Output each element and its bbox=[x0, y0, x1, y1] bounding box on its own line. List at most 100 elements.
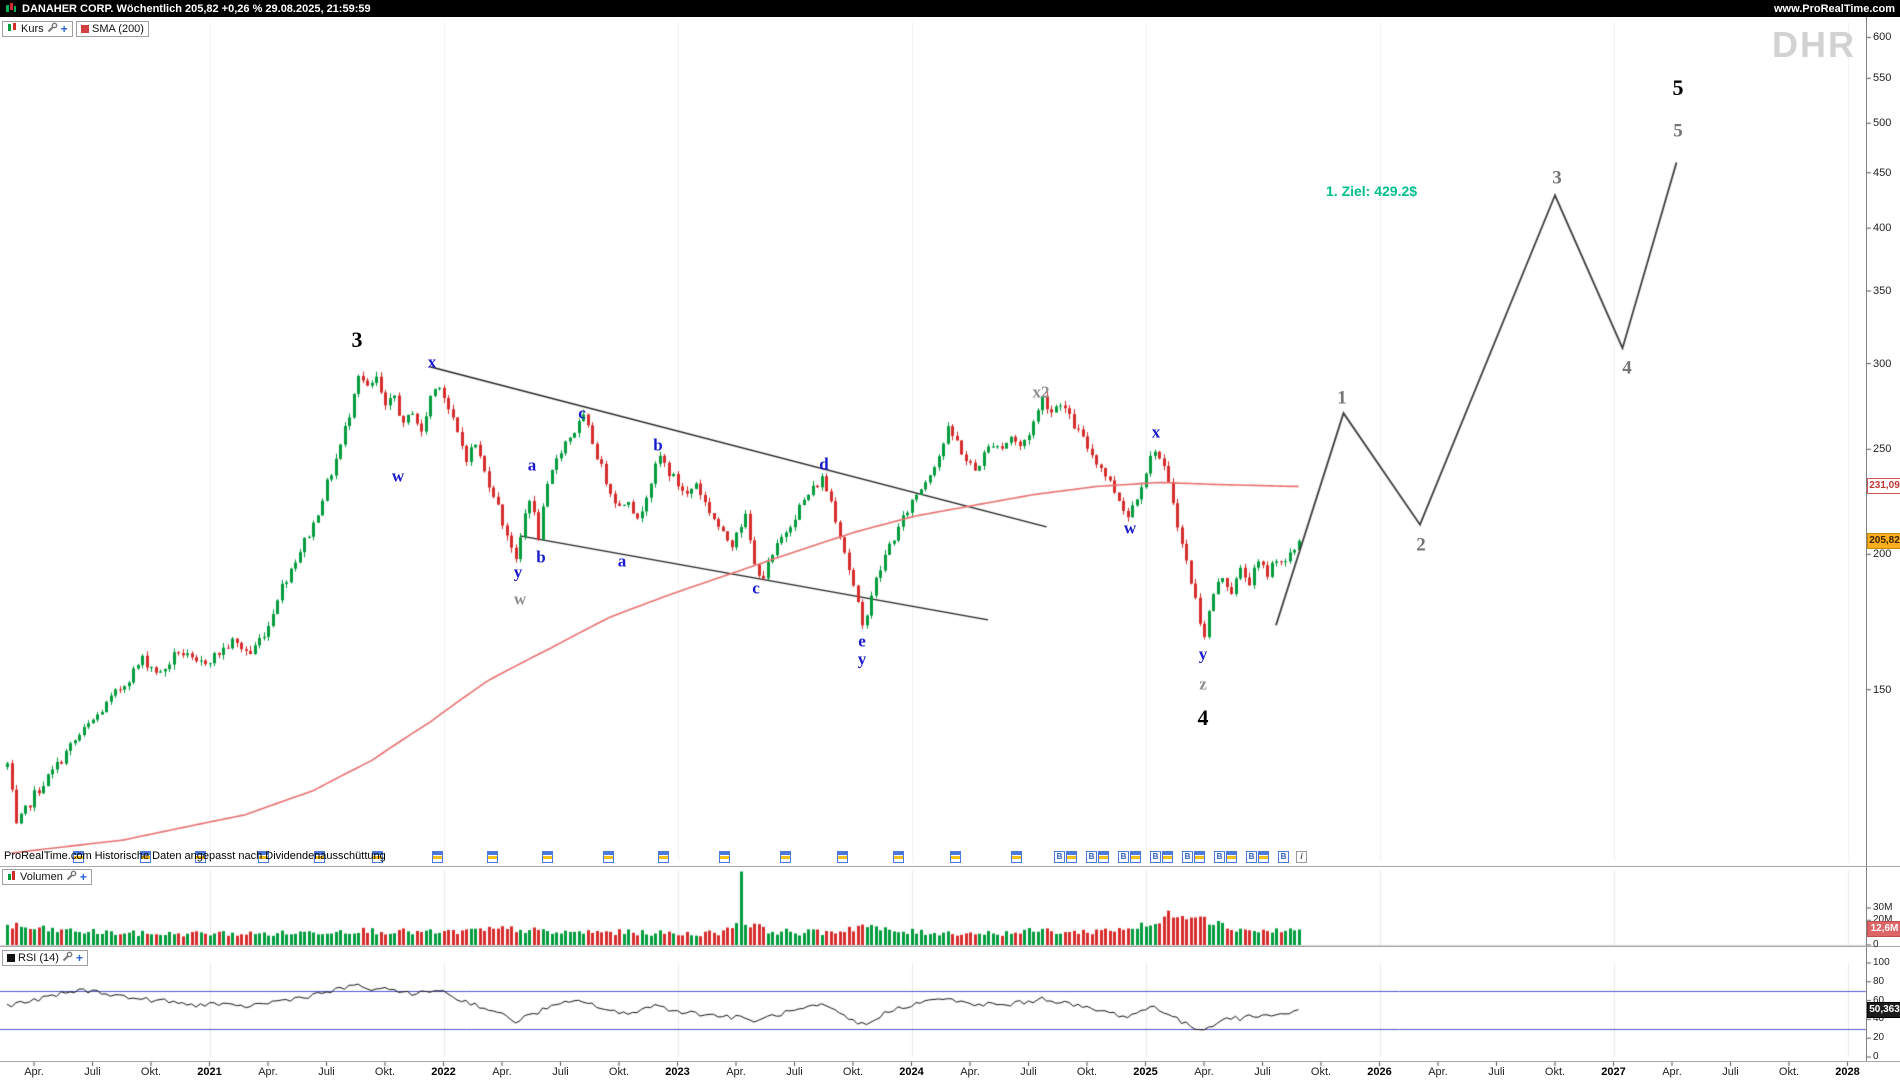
event-icon-calendar[interactable] bbox=[1258, 851, 1269, 863]
event-icon-calendar[interactable] bbox=[603, 851, 614, 863]
event-icon-calendar[interactable] bbox=[1011, 851, 1022, 863]
event-icon-calendar[interactable] bbox=[719, 851, 730, 863]
rsi-tick-40: 40 bbox=[1873, 1013, 1885, 1025]
wrench-icon[interactable] bbox=[62, 951, 73, 965]
wave-label-x2[interactable]: x2 bbox=[1032, 382, 1050, 402]
wave-label-z[interactable]: z bbox=[1199, 674, 1207, 694]
time-label-Okt.: Okt. bbox=[140, 1066, 162, 1078]
event-icon-calendar[interactable] bbox=[1098, 851, 1109, 863]
time-label-Juli: Juli bbox=[786, 1066, 803, 1078]
event-icon-calendar[interactable] bbox=[658, 851, 669, 863]
time-label-Okt.: Okt. bbox=[374, 1066, 396, 1078]
event-icon-calendar[interactable] bbox=[432, 851, 443, 863]
volume-tick-0: 0 bbox=[1873, 939, 1879, 950]
add-indicator-icon[interactable]: + bbox=[75, 951, 83, 965]
wave-label-a[interactable]: a bbox=[527, 455, 537, 475]
candlestick-logo-icon bbox=[5, 2, 17, 16]
wrench-icon[interactable] bbox=[66, 870, 77, 884]
event-icon-calendar[interactable] bbox=[258, 851, 269, 863]
data-adjustment-note: ProRealTime.com Historische Daten angepa… bbox=[4, 850, 386, 862]
wave-label-c[interactable]: c bbox=[752, 578, 760, 598]
info-icon[interactable]: i bbox=[1296, 851, 1307, 863]
event-icon-calendar[interactable] bbox=[1162, 851, 1173, 863]
wave-label-a[interactable]: a bbox=[617, 551, 627, 571]
wave-label-w[interactable]: w bbox=[513, 589, 527, 609]
price-tick-150: 150 bbox=[1873, 683, 1892, 696]
event-icon-calendar[interactable] bbox=[542, 851, 553, 863]
time-label-Juli: Juli bbox=[1020, 1066, 1037, 1078]
price-settings-chip[interactable]: Kurs + bbox=[2, 21, 73, 37]
volume-indicator-chip[interactable]: Volumen + bbox=[2, 869, 92, 885]
price-axis-line bbox=[1866, 17, 1867, 1061]
event-icon-calendar[interactable] bbox=[1066, 851, 1077, 863]
rsi-value-badge: 50,363 bbox=[1867, 1001, 1900, 1018]
sma-indicator-chip[interactable]: SMA (200) bbox=[76, 21, 149, 37]
event-icon-calendar[interactable] bbox=[1194, 851, 1205, 863]
wave-label-w[interactable]: w bbox=[391, 466, 405, 486]
volume-chip-label: Volumen bbox=[20, 871, 63, 883]
event-icon-calendar[interactable] bbox=[372, 851, 383, 863]
wave-label-3[interactable]: 3 bbox=[1552, 167, 1562, 189]
event-icon-calendar[interactable] bbox=[140, 851, 151, 863]
wave-label-b[interactable]: b bbox=[536, 547, 546, 567]
event-icon-calendar[interactable] bbox=[837, 851, 848, 863]
wave-label-y[interactable]: y bbox=[513, 562, 523, 582]
wrench-icon[interactable] bbox=[47, 22, 58, 36]
event-icon-b[interactable]: B bbox=[1150, 851, 1161, 863]
rsi-indicator-chip[interactable]: RSI (14) + bbox=[2, 950, 88, 966]
time-label-Okt.: Okt. bbox=[1310, 1066, 1332, 1078]
wave-label-y[interactable]: y bbox=[1198, 644, 1208, 664]
time-label-2023: 2023 bbox=[665, 1066, 690, 1078]
volume-tick-20M: 20M bbox=[1873, 914, 1893, 926]
event-icon-calendar[interactable] bbox=[950, 851, 961, 863]
event-icon-b[interactable]: B bbox=[1246, 851, 1257, 863]
event-icon-b[interactable]: B bbox=[1278, 851, 1289, 863]
event-icon-b[interactable]: B bbox=[1118, 851, 1129, 863]
rsi-tick-60: 60 bbox=[1873, 994, 1885, 1006]
wave-label-2[interactable]: 2 bbox=[1416, 534, 1426, 556]
event-icon-b[interactable]: B bbox=[1054, 851, 1065, 863]
event-icon-b[interactable]: B bbox=[1182, 851, 1193, 863]
rsi-tick-100: 100 bbox=[1873, 957, 1890, 968]
event-icon-calendar[interactable] bbox=[73, 851, 84, 863]
wave-label-w[interactable]: w bbox=[1123, 518, 1137, 538]
rsi-panel-separator[interactable] bbox=[0, 946, 1900, 947]
wave-label-4[interactable]: 4 bbox=[1197, 705, 1209, 730]
event-icon-calendar[interactable] bbox=[314, 851, 325, 863]
time-label-Juli: Juli bbox=[84, 1066, 101, 1078]
wave-label-4[interactable]: 4 bbox=[1622, 357, 1632, 379]
event-icon-calendar[interactable] bbox=[780, 851, 791, 863]
wave-label-x[interactable]: x bbox=[427, 352, 437, 372]
price-target-annotation[interactable]: 1. Ziel: 429.2$ bbox=[1326, 183, 1418, 199]
price-tick-600: 600 bbox=[1873, 31, 1892, 44]
brand-link[interactable]: www.ProRealTime.com bbox=[1773, 2, 1895, 15]
wave-label-5[interactable]: 5 bbox=[1672, 75, 1684, 100]
event-icon-calendar[interactable] bbox=[893, 851, 904, 863]
wave-label-1[interactable]: 1 bbox=[1337, 387, 1347, 409]
time-label-Okt.: Okt. bbox=[608, 1066, 630, 1078]
time-label-Okt.: Okt. bbox=[1076, 1066, 1098, 1078]
add-indicator-icon[interactable]: + bbox=[60, 22, 68, 36]
volume-panel-separator[interactable] bbox=[0, 866, 1900, 867]
wave-label-5[interactable]: 5 bbox=[1673, 120, 1683, 142]
wave-label-b[interactable]: b bbox=[653, 435, 663, 455]
add-indicator-icon[interactable]: + bbox=[79, 870, 87, 884]
event-icon-b[interactable]: B bbox=[1086, 851, 1097, 863]
wave-label-d[interactable]: d bbox=[819, 454, 829, 474]
time-label-Apr.: Apr. bbox=[1194, 1066, 1214, 1078]
event-icon-calendar[interactable] bbox=[487, 851, 498, 863]
event-icon-calendar[interactable] bbox=[1130, 851, 1141, 863]
time-label-Okt.: Okt. bbox=[1544, 1066, 1566, 1078]
event-icon-b[interactable]: B bbox=[1214, 851, 1225, 863]
wave-label-e[interactable]: e bbox=[858, 631, 866, 651]
instrument-title: DANAHER CORP. Wöchentlich 205,82 +0,26 %… bbox=[22, 2, 371, 15]
event-icon-calendar[interactable] bbox=[1226, 851, 1237, 863]
wave-label-y[interactable]: y bbox=[857, 649, 867, 669]
event-icon-calendar[interactable] bbox=[195, 851, 206, 863]
wave-label-3[interactable]: 3 bbox=[351, 327, 363, 352]
wave-label-c[interactable]: c bbox=[578, 403, 586, 423]
wave-label-x[interactable]: x bbox=[1151, 422, 1161, 442]
time-label-2025: 2025 bbox=[1133, 1066, 1158, 1078]
